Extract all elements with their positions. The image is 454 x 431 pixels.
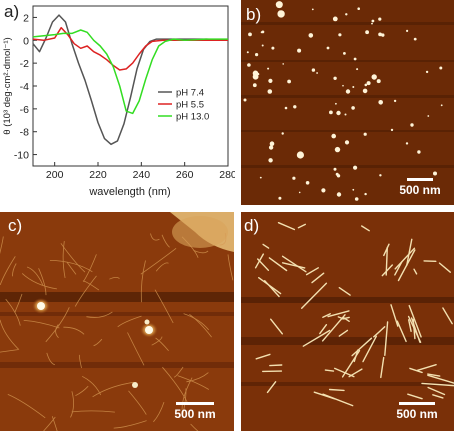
panel-a: a) 200 220 240 260 280 2 0 -2 -4 -6 -8 -10 pH 7.4 pH…: [0, 0, 235, 205]
panel-d-afm-image: d) 500 nm: [241, 212, 454, 431]
y-tick-label: -4: [20, 81, 29, 93]
aggregate-blobs: [32, 298, 158, 388]
nanoparticle-dots: [243, 1, 443, 201]
cd-spectrum-chart: 200 220 240 260 280 2 0 -2 -4 -6 -8 -10 pH 7.4pH 5.…: [2, 5, 235, 198]
y-tick-label: -10: [14, 150, 29, 162]
scale-bar-b-label: 500 nm: [399, 183, 441, 197]
panel-c-label: c): [8, 216, 23, 235]
y-tick-label: 0: [23, 35, 29, 47]
panel-b-label: b): [246, 5, 262, 24]
scale-bar-c-label: 500 nm: [174, 407, 216, 421]
scale-bar-c: 500 nm: [164, 402, 226, 421]
x-tick-label: 280: [219, 169, 235, 181]
x-axis-label: wavelength (nm): [88, 186, 170, 198]
thin-fibrils: [0, 232, 234, 431]
scale-bar-d-label: 500 nm: [396, 407, 438, 421]
panel-c-afm-image: c) 500 nm: [0, 212, 234, 431]
legend-entry: pH 5.5: [176, 100, 204, 111]
y-tick-label: -2: [20, 58, 29, 70]
fibril-rods: [254, 221, 454, 407]
y-tick-label: -6: [20, 104, 29, 116]
panel-d-label: d): [244, 216, 260, 235]
series-line-2: [32, 29, 228, 115]
legend-entry: pH 7.4: [176, 88, 204, 99]
x-tick-label: 260: [176, 169, 194, 181]
y-tick-label: 2: [23, 12, 29, 24]
y-tick-label: -8: [20, 127, 29, 139]
panel-b-afm-image: b) 500 nm: [241, 0, 454, 205]
panel-a-label: a): [4, 2, 20, 21]
x-tick-label: 200: [46, 169, 64, 181]
x-tick-label: 240: [133, 169, 151, 181]
series-line-0: [32, 14, 229, 146]
scale-bar-b: 500 nm: [392, 178, 448, 197]
series-line-1: [32, 26, 228, 71]
scale-bar-d: 500 nm: [386, 402, 448, 421]
y-axis-label: θ (10³ deg·cm²·dmol⁻¹): [2, 37, 13, 134]
x-tick-label: 220: [89, 169, 107, 181]
plot-frame: [32, 5, 229, 167]
legend-entry: pH 13.0: [176, 112, 209, 123]
scan-line-artifacts: [241, 22, 454, 168]
